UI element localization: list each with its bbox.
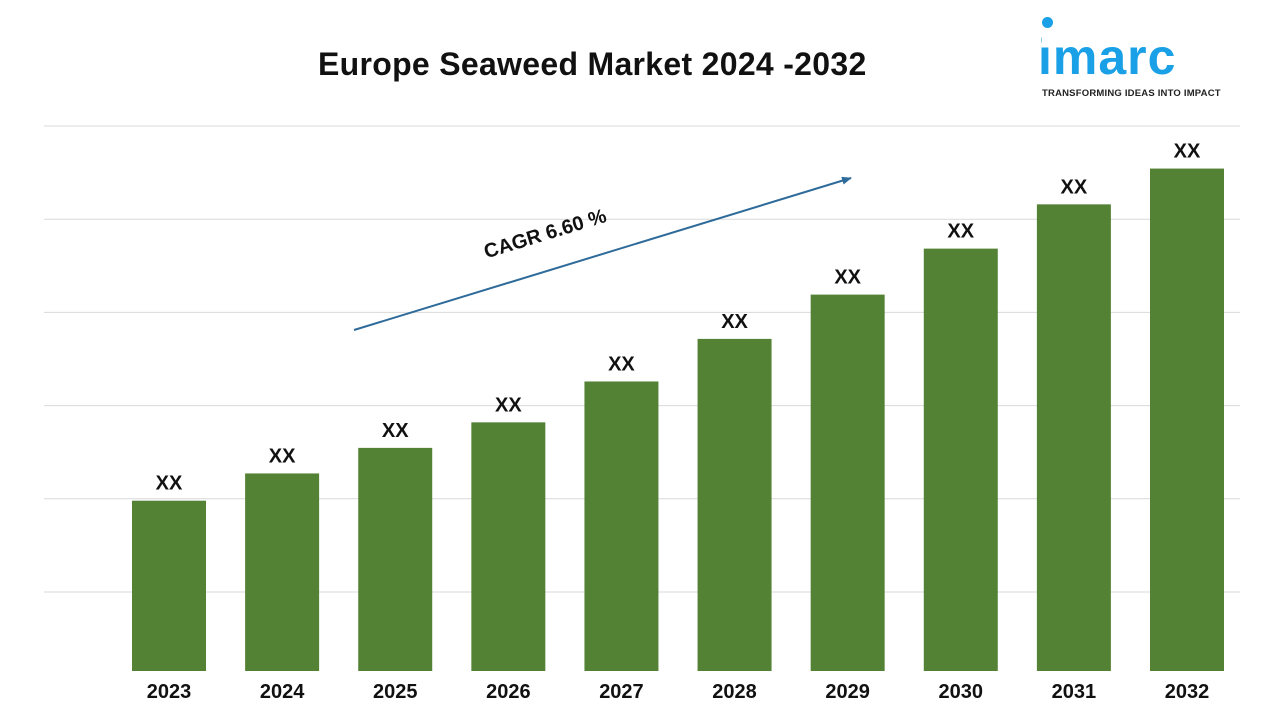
bar-2025 [358,447,433,671]
x-tick-2025: 2025 [373,681,418,703]
logo-dot-mask [1042,32,1055,46]
data-label-2025: XX [382,420,409,442]
data-label-2029: XX [834,267,861,289]
cagr-annotation: CAGR 6.60 % [353,176,852,331]
bars [132,168,1224,671]
bar-2026 [471,422,546,671]
x-tick-2024: 2024 [260,681,305,703]
data-label-2024: XX [269,445,296,467]
x-tick-2028: 2028 [712,681,757,703]
data-label-2026: XX [495,394,522,416]
cagr-label: CAGR 6.60 % [481,205,609,263]
x-tick-2031: 2031 [1052,681,1097,703]
x-tick-2030: 2030 [939,681,984,703]
data-label-2031: XX [1061,176,1088,198]
bar-2031 [1036,204,1111,671]
bar-2024 [245,473,320,671]
logo-wordmark: imarc [1038,29,1177,85]
chart-title: Europe Seaweed Market 2024 -2032 [318,46,867,82]
x-tick-2027: 2027 [599,681,644,703]
cagr-arrow [353,176,852,331]
bar-2027 [584,381,659,671]
bar-2028 [697,338,772,671]
logo-dot-icon [1042,17,1053,28]
bar-2032 [1150,168,1224,671]
bar-2030 [923,248,998,671]
data-label-2027: XX [608,353,635,375]
bar-2029 [810,294,885,671]
data-label-2032: XX [1174,141,1201,163]
x-tick-2026: 2026 [486,681,531,703]
x-tick-2032: 2032 [1165,681,1210,703]
x-axis-tick-labels: 2023 2024 2025 2026 2027 2028 2029 2030 2031 2032 [147,681,1210,703]
data-label-2023: XX [156,473,183,495]
logo-tagline: TRANSFORMING IDEAS INTO IMPACT [1042,88,1221,99]
x-tick-2023: 2023 [147,681,192,703]
imarc-logo: imarc TRANSFORMING IDEAS INTO IMPACT [1038,14,1238,100]
x-tick-2029: 2029 [825,681,870,703]
data-labels: XX XX XX XX XX XX XX XX XX XX [156,141,1201,495]
bar-2023 [132,500,206,671]
data-label-2028: XX [721,311,748,333]
data-label-2030: XX [947,221,974,243]
